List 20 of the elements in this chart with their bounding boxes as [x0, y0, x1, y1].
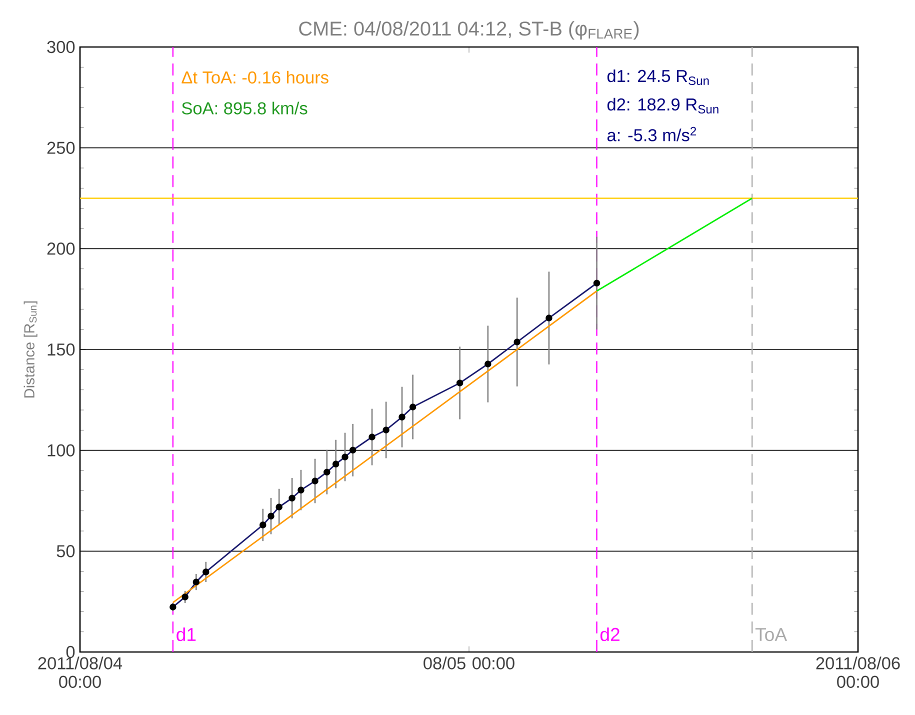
y-tick-label: 50: [56, 545, 75, 558]
y-tick-label: 100: [48, 444, 75, 456]
ref-line-label: ToA: [755, 628, 788, 642]
annotation: Δt ToA: -0.16 hours: [182, 70, 328, 84]
y-tick-label: 300: [47, 40, 75, 54]
x-tick-label: 08/05 00:00: [424, 656, 514, 670]
chart-title: CME: 04/08/2011 04:12, ST-B (φ$_{FLARE}$): [299, 21, 639, 40]
ref-line-label: d2: [600, 627, 620, 642]
y-tick-label: 200: [47, 242, 75, 255]
ref-line-label: d1: [176, 627, 196, 642]
x-tick-label: 2011/08/06 00:00: [816, 656, 900, 688]
y-axis-title: Distance [R$_{Sun}$]: [24, 301, 38, 398]
y-tick-label: 0: [66, 646, 75, 658]
y-tick-label: 250: [47, 142, 75, 154]
y-tick-label: 150: [48, 343, 75, 356]
annotation: a: -5.3 m/s$^{2}$: [607, 126, 696, 142]
x-tick-label: 2011/08/04 00:00: [38, 656, 122, 688]
annotation: d2: 182.9 R$_{Sun}$: [607, 98, 718, 114]
annotation: SoA: 895.8 km/s: [182, 102, 308, 114]
annotation: d1: 24.5 R$_{Sun}$: [607, 69, 709, 86]
